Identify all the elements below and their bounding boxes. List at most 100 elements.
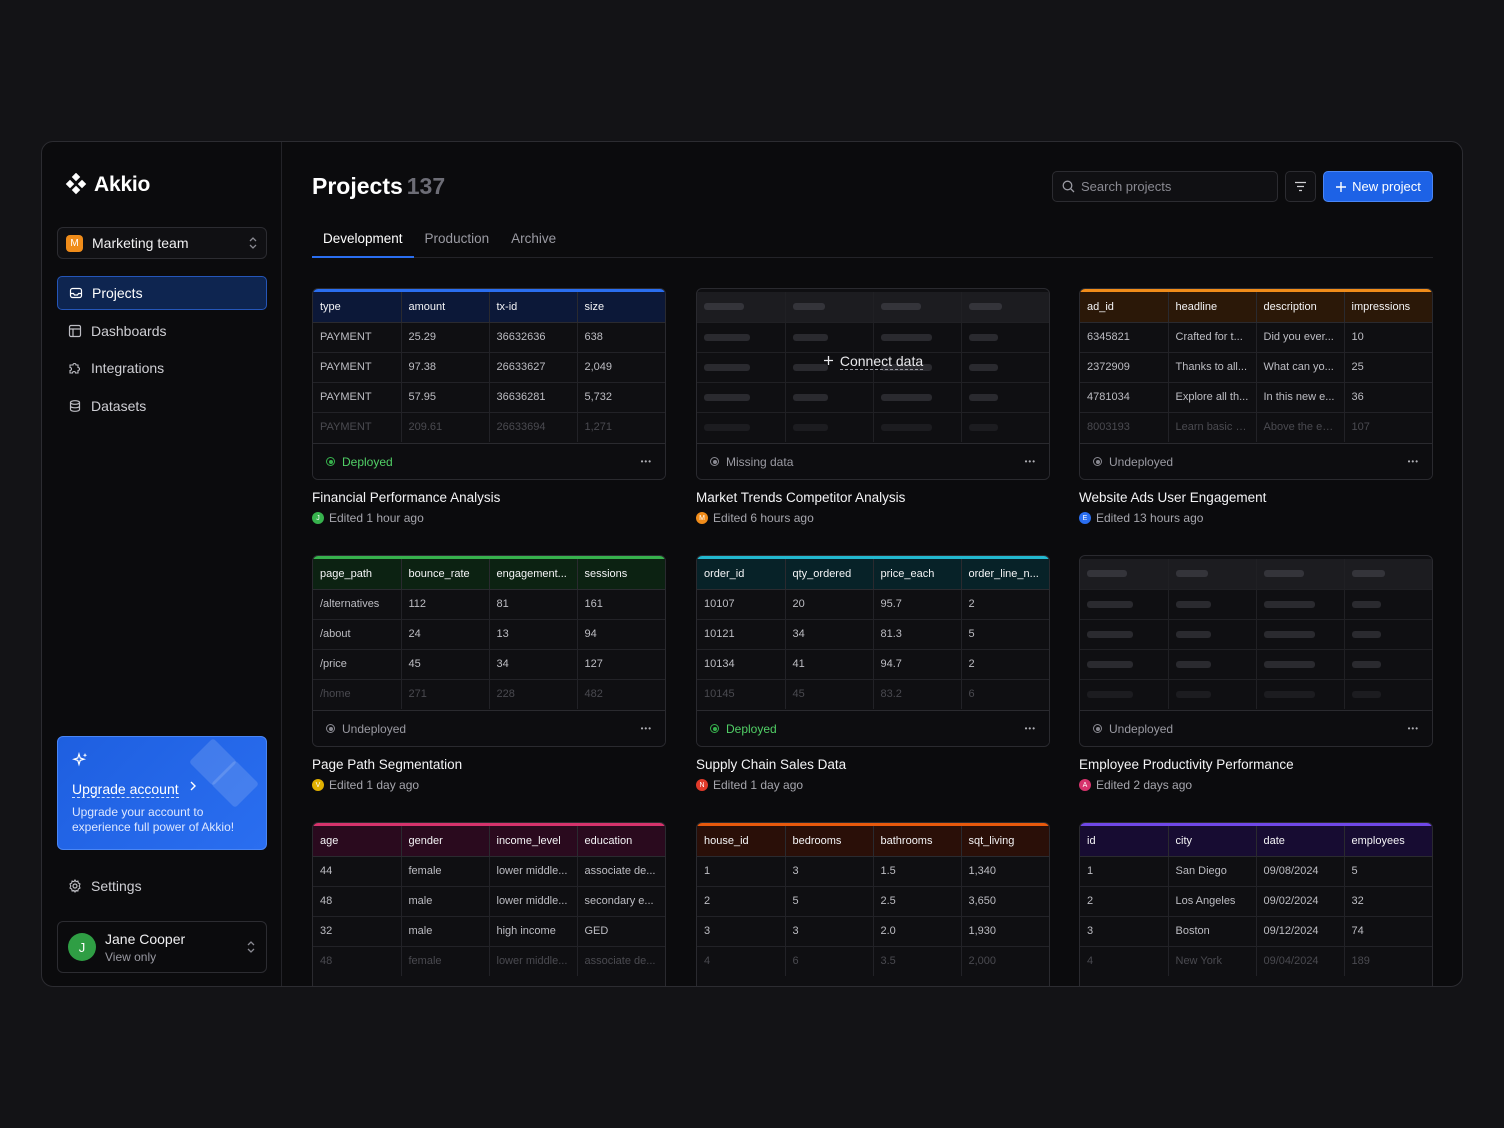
team-badge: M	[66, 234, 83, 252]
sidebar-item-label: Dashboards	[91, 322, 167, 339]
table-cell: 189	[1351, 955, 1370, 968]
table-row: 2 5 2.5 3,650	[697, 886, 1049, 917]
table-cell: 83.2	[873, 679, 962, 709]
connect-data-button[interactable]: Connect data	[697, 353, 1049, 370]
project-card[interactable]: Connect data Missing data ••• Market Trends…	[696, 288, 1050, 525]
project-card[interactable]: house_id bedrooms bathrooms sqt_living 1 3 1.5…	[696, 822, 1050, 986]
more-options-icon[interactable]: •••	[1024, 724, 1036, 733]
more-options-icon[interactable]: •••	[640, 457, 652, 466]
tab-production[interactable]: Production	[424, 231, 490, 246]
project-title[interactable]: Financial Performance Analysis	[312, 490, 501, 505]
project-preview[interactable]: id city date employees 1 San Diego 09/08/2024 5…	[1079, 822, 1433, 986]
user-menu[interactable]: J Jane Cooper View only	[57, 921, 267, 973]
settings-button[interactable]: Settings	[57, 869, 267, 903]
project-preview[interactable]: type amount tx-id size PAYMENT 25.29 36632636 6…	[312, 288, 666, 480]
tab-archive[interactable]: Archive	[511, 231, 557, 246]
project-title[interactable]: Market Trends Competitor Analysis	[696, 490, 906, 505]
more-options-icon[interactable]: •••	[1407, 724, 1419, 733]
project-preview[interactable]: house_id bedrooms bathrooms sqt_living 1 3 1.5…	[696, 822, 1050, 986]
table-header-row: ad_id headline description impressions	[1080, 292, 1432, 323]
akkio-logo-icon	[65, 173, 87, 195]
data-preview-table: id city date employees 1 San Diego 09/08/2024 5…	[1080, 826, 1432, 976]
table-cell: /price	[313, 649, 402, 680]
table-cell: 24	[401, 619, 490, 650]
table-cell: In this new e...	[1256, 382, 1345, 413]
project-preview[interactable]: page_path bounce_rate engagement... session…	[312, 555, 666, 747]
edited-time: Edited 6 hours ago	[713, 511, 814, 525]
project-preview[interactable]: order_id qty_ordered price_each order_line_…	[696, 555, 1050, 747]
column-header: bounce_rate	[401, 559, 490, 590]
upgrade-title[interactable]: Upgrade account	[72, 781, 179, 798]
table-row: /alternatives 112 81 161	[313, 589, 665, 620]
column-header: education	[577, 826, 665, 857]
skeleton-bar	[968, 333, 998, 341]
connect-data-label: Connect data	[839, 353, 924, 370]
sidebar-item-dashboards[interactable]: Dashboards	[57, 314, 267, 348]
skeleton-cell	[1256, 679, 1345, 709]
tab-development[interactable]: Development	[312, 224, 414, 258]
project-title[interactable]: Website Ads User Engagement	[1079, 490, 1267, 505]
table-cell: lower middle...	[489, 946, 578, 976]
table-cell: 2,000	[968, 955, 997, 968]
project-meta: A Edited 2 days ago	[1079, 778, 1433, 792]
more-options-icon[interactable]: •••	[640, 724, 652, 733]
edited-time: Edited 1 day ago	[329, 778, 420, 792]
sidebar-item-projects[interactable]: Projects	[57, 276, 267, 310]
skeleton-cell	[697, 382, 786, 413]
app-logo[interactable]: Akkio	[64, 173, 150, 197]
more-options-icon[interactable]: •••	[1024, 457, 1036, 466]
column-header: date	[1256, 826, 1345, 857]
skeleton-row	[697, 352, 1049, 383]
table-row: 4781034 Explore all th... In this new e...…	[1080, 382, 1432, 413]
skeleton-bar	[1087, 690, 1133, 698]
search-input[interactable]	[1081, 179, 1261, 194]
team-selector[interactable]: M Marketing team	[57, 227, 267, 259]
project-card[interactable]: page_path bounce_rate engagement... session…	[312, 555, 666, 792]
skeleton-bar	[704, 303, 745, 311]
column-header: order_line_n...	[961, 559, 1049, 590]
project-card[interactable]: age gender income_level education 44 female lo…	[312, 822, 666, 986]
sidebar-item-label: Datasets	[91, 397, 147, 414]
data-preview-table: order_id qty_ordered price_each order_line_…	[697, 559, 1049, 709]
table-cell: 10121	[697, 619, 786, 650]
project-card[interactable]: ad_id headline description impressions 63458…	[1079, 288, 1433, 525]
project-title[interactable]: Page Path Segmentation	[312, 757, 463, 772]
table-cell: 5	[785, 886, 874, 917]
table-cell: lower middle...	[489, 886, 578, 917]
project-card[interactable]: Undeployed ••• Employee Productivity Perfo…	[1079, 555, 1433, 792]
upgrade-card[interactable]: Upgrade account Upgrade your account to …	[57, 736, 267, 850]
sidebar-item-integrations[interactable]: Integrations	[57, 351, 267, 385]
skeleton-cell	[873, 352, 962, 383]
skeleton-bar	[1351, 630, 1381, 638]
project-title[interactable]: Supply Chain Sales Data	[696, 757, 847, 772]
more-options-icon[interactable]: •••	[1407, 457, 1419, 466]
column-header: page_path	[313, 559, 402, 590]
table-cell: 81	[489, 589, 578, 620]
table-row: 4 New York 09/04/2024 189	[1080, 946, 1432, 976]
table-row: 4 6 3.5 2,000	[697, 946, 1049, 976]
database-icon	[68, 399, 82, 413]
new-project-button[interactable]: New project	[1323, 171, 1433, 202]
column-header: qty_ordered	[785, 559, 874, 590]
table-cell: 5,732	[577, 382, 665, 413]
column-header: city	[1168, 826, 1257, 857]
search-box[interactable]	[1052, 171, 1278, 202]
project-card[interactable]: order_id qty_ordered price_each order_line_…	[696, 555, 1050, 792]
sidebar: Akkio M Marketing team Projects Dashboar…	[42, 142, 282, 986]
gear-icon	[68, 879, 82, 893]
table-cell: /home	[313, 679, 402, 709]
filter-button[interactable]	[1285, 171, 1316, 202]
project-card[interactable]: id city date employees 1 San Diego 09/08/2024 5…	[1079, 822, 1433, 986]
project-preview[interactable]: age gender income_level education 44 female lo…	[312, 822, 666, 986]
sidebar-item-datasets[interactable]: Datasets	[57, 389, 267, 423]
table-cell: Above the ex...	[1256, 412, 1345, 442]
project-preview[interactable]: Undeployed •••	[1079, 555, 1433, 747]
project-title[interactable]: Employee Productivity Performance	[1079, 757, 1294, 772]
project-card[interactable]: type amount tx-id size PAYMENT 25.29 36632636 6…	[312, 288, 666, 525]
skeleton-header	[873, 292, 962, 323]
skeleton-bar	[1087, 570, 1128, 578]
project-preview[interactable]: Connect data Missing data •••	[696, 288, 1050, 480]
table-cell: 97.38	[401, 352, 490, 383]
table-cell: PAYMENT	[313, 352, 402, 383]
project-preview[interactable]: ad_id headline description impressions 63458…	[1079, 288, 1433, 480]
